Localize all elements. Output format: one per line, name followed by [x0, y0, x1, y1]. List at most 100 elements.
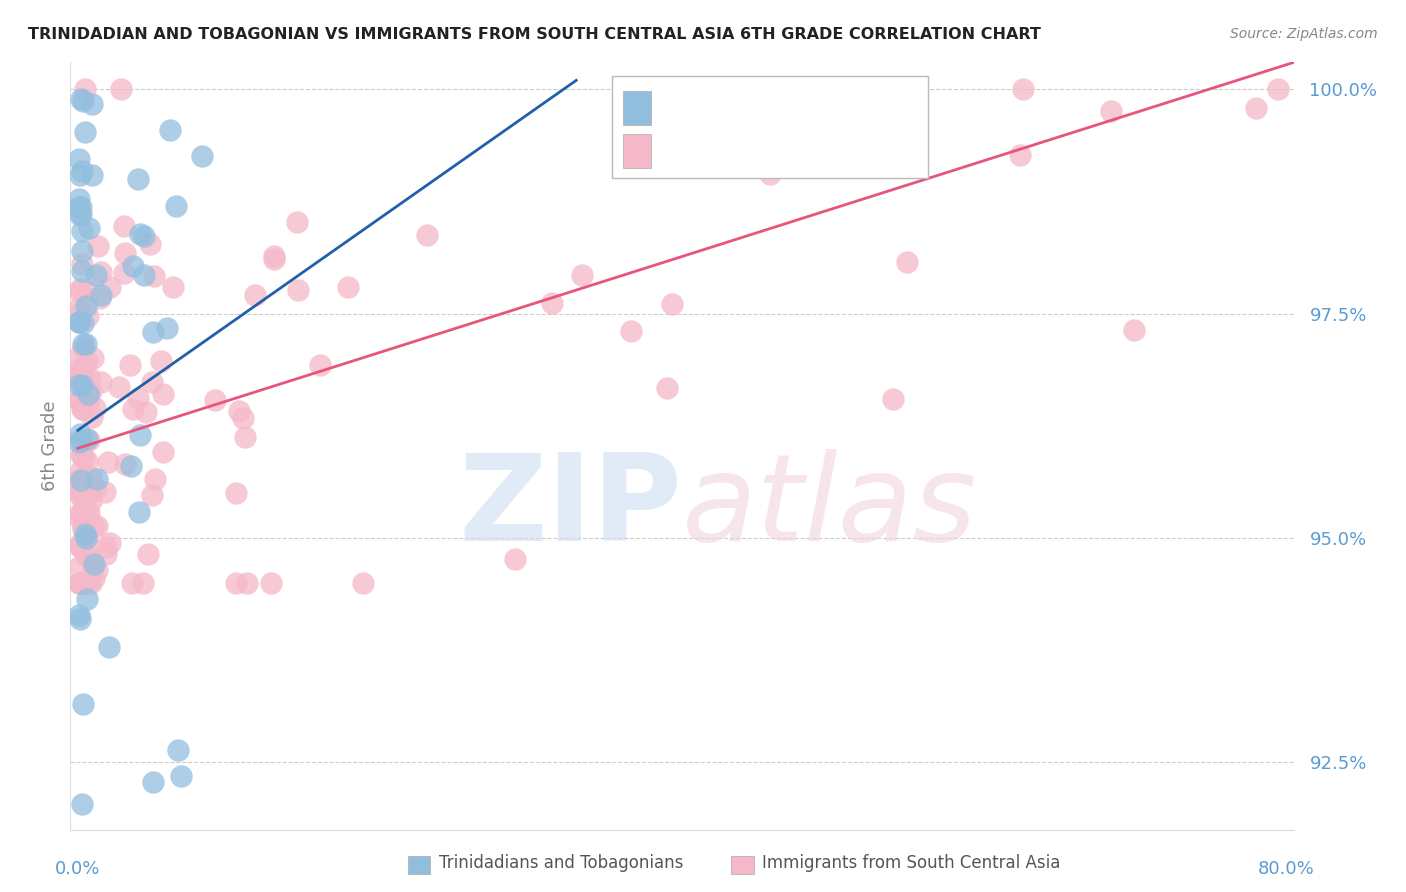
Point — [70, 484, 93, 499]
Point — [86, 518, 108, 533]
Point — [70, 401, 93, 416]
Point — [136, 548, 159, 562]
Point — [121, 575, 143, 590]
Point — [76, 387, 98, 401]
Point — [80, 384, 103, 398]
Point — [97, 455, 120, 469]
Point — [67, 200, 90, 214]
Text: R =: R = — [662, 98, 707, 118]
Point — [128, 428, 150, 442]
Point — [67, 435, 90, 450]
Point — [70, 448, 93, 462]
Point — [69, 168, 91, 182]
Point — [77, 309, 100, 323]
Point — [67, 152, 90, 166]
Point — [73, 450, 96, 465]
Point — [69, 507, 91, 521]
Text: 80.0%: 80.0% — [1257, 860, 1315, 878]
Point — [67, 608, 90, 623]
Point — [82, 168, 104, 182]
Text: Immigrants from South Central Asia: Immigrants from South Central Asia — [762, 855, 1060, 872]
Point — [69, 506, 91, 520]
Point — [72, 95, 94, 109]
Point — [97, 640, 120, 654]
Point — [129, 227, 152, 241]
Point — [70, 368, 93, 382]
Point — [415, 228, 437, 243]
Point — [70, 575, 93, 590]
Point — [70, 244, 93, 258]
Point — [141, 775, 163, 789]
Point — [233, 430, 256, 444]
Point — [79, 486, 101, 500]
Text: Trinidadians and Tobagonians: Trinidadians and Tobagonians — [439, 855, 683, 872]
Point — [67, 369, 90, 384]
Text: TRINIDADIAN AND TOBAGONIAN VS IMMIGRANTS FROM SOUTH CENTRAL ASIA 6TH GRADE CORRE: TRINIDADIAN AND TOBAGONIAN VS IMMIGRANTS… — [28, 27, 1040, 42]
Point — [86, 564, 108, 578]
Point — [657, 381, 679, 395]
Point — [80, 409, 103, 424]
Point — [135, 405, 157, 419]
Point — [70, 257, 93, 271]
Point — [76, 432, 98, 446]
Point — [896, 254, 918, 268]
Text: 0.402: 0.402 — [707, 98, 773, 118]
Point — [204, 392, 226, 407]
Point — [67, 472, 90, 486]
Text: Source: ZipAtlas.com: Source: ZipAtlas.com — [1230, 27, 1378, 41]
Point — [77, 220, 100, 235]
Point — [152, 387, 174, 401]
Point — [84, 268, 107, 283]
Point — [650, 110, 672, 124]
Point — [69, 474, 91, 488]
Point — [120, 458, 142, 473]
Point — [73, 527, 96, 541]
Point — [225, 486, 247, 500]
Point — [758, 167, 780, 181]
Point — [90, 375, 112, 389]
Text: 59: 59 — [820, 98, 856, 118]
Point — [67, 363, 90, 377]
Point — [263, 249, 285, 263]
Point — [73, 359, 96, 374]
Point — [70, 305, 93, 319]
Point — [152, 445, 174, 459]
Point — [308, 358, 330, 372]
Point — [127, 391, 149, 405]
Point — [67, 350, 90, 364]
Point — [77, 508, 100, 523]
Point — [75, 337, 97, 351]
Point — [69, 462, 91, 476]
Point — [70, 391, 93, 405]
Text: 0.431: 0.431 — [707, 141, 773, 161]
Point — [882, 392, 904, 406]
Point — [79, 371, 101, 385]
Point — [76, 533, 98, 547]
Point — [76, 284, 98, 298]
Point — [70, 575, 93, 590]
Point — [260, 575, 283, 590]
Point — [159, 123, 181, 137]
Point — [139, 236, 162, 251]
Point — [67, 378, 90, 392]
Point — [285, 215, 308, 229]
Point — [141, 375, 163, 389]
Point — [72, 697, 94, 711]
Point — [89, 291, 111, 305]
Point — [156, 320, 179, 334]
Point — [169, 769, 191, 783]
Point — [132, 575, 155, 590]
Point — [232, 411, 254, 425]
Point — [83, 558, 105, 572]
Point — [70, 797, 93, 811]
Point — [245, 288, 267, 302]
Point — [67, 315, 90, 329]
Point — [69, 474, 91, 488]
Point — [122, 402, 145, 417]
Point — [76, 453, 98, 467]
Point — [94, 485, 117, 500]
Point — [70, 448, 93, 462]
Point — [77, 575, 100, 590]
Point — [112, 219, 135, 233]
Point — [83, 518, 105, 533]
